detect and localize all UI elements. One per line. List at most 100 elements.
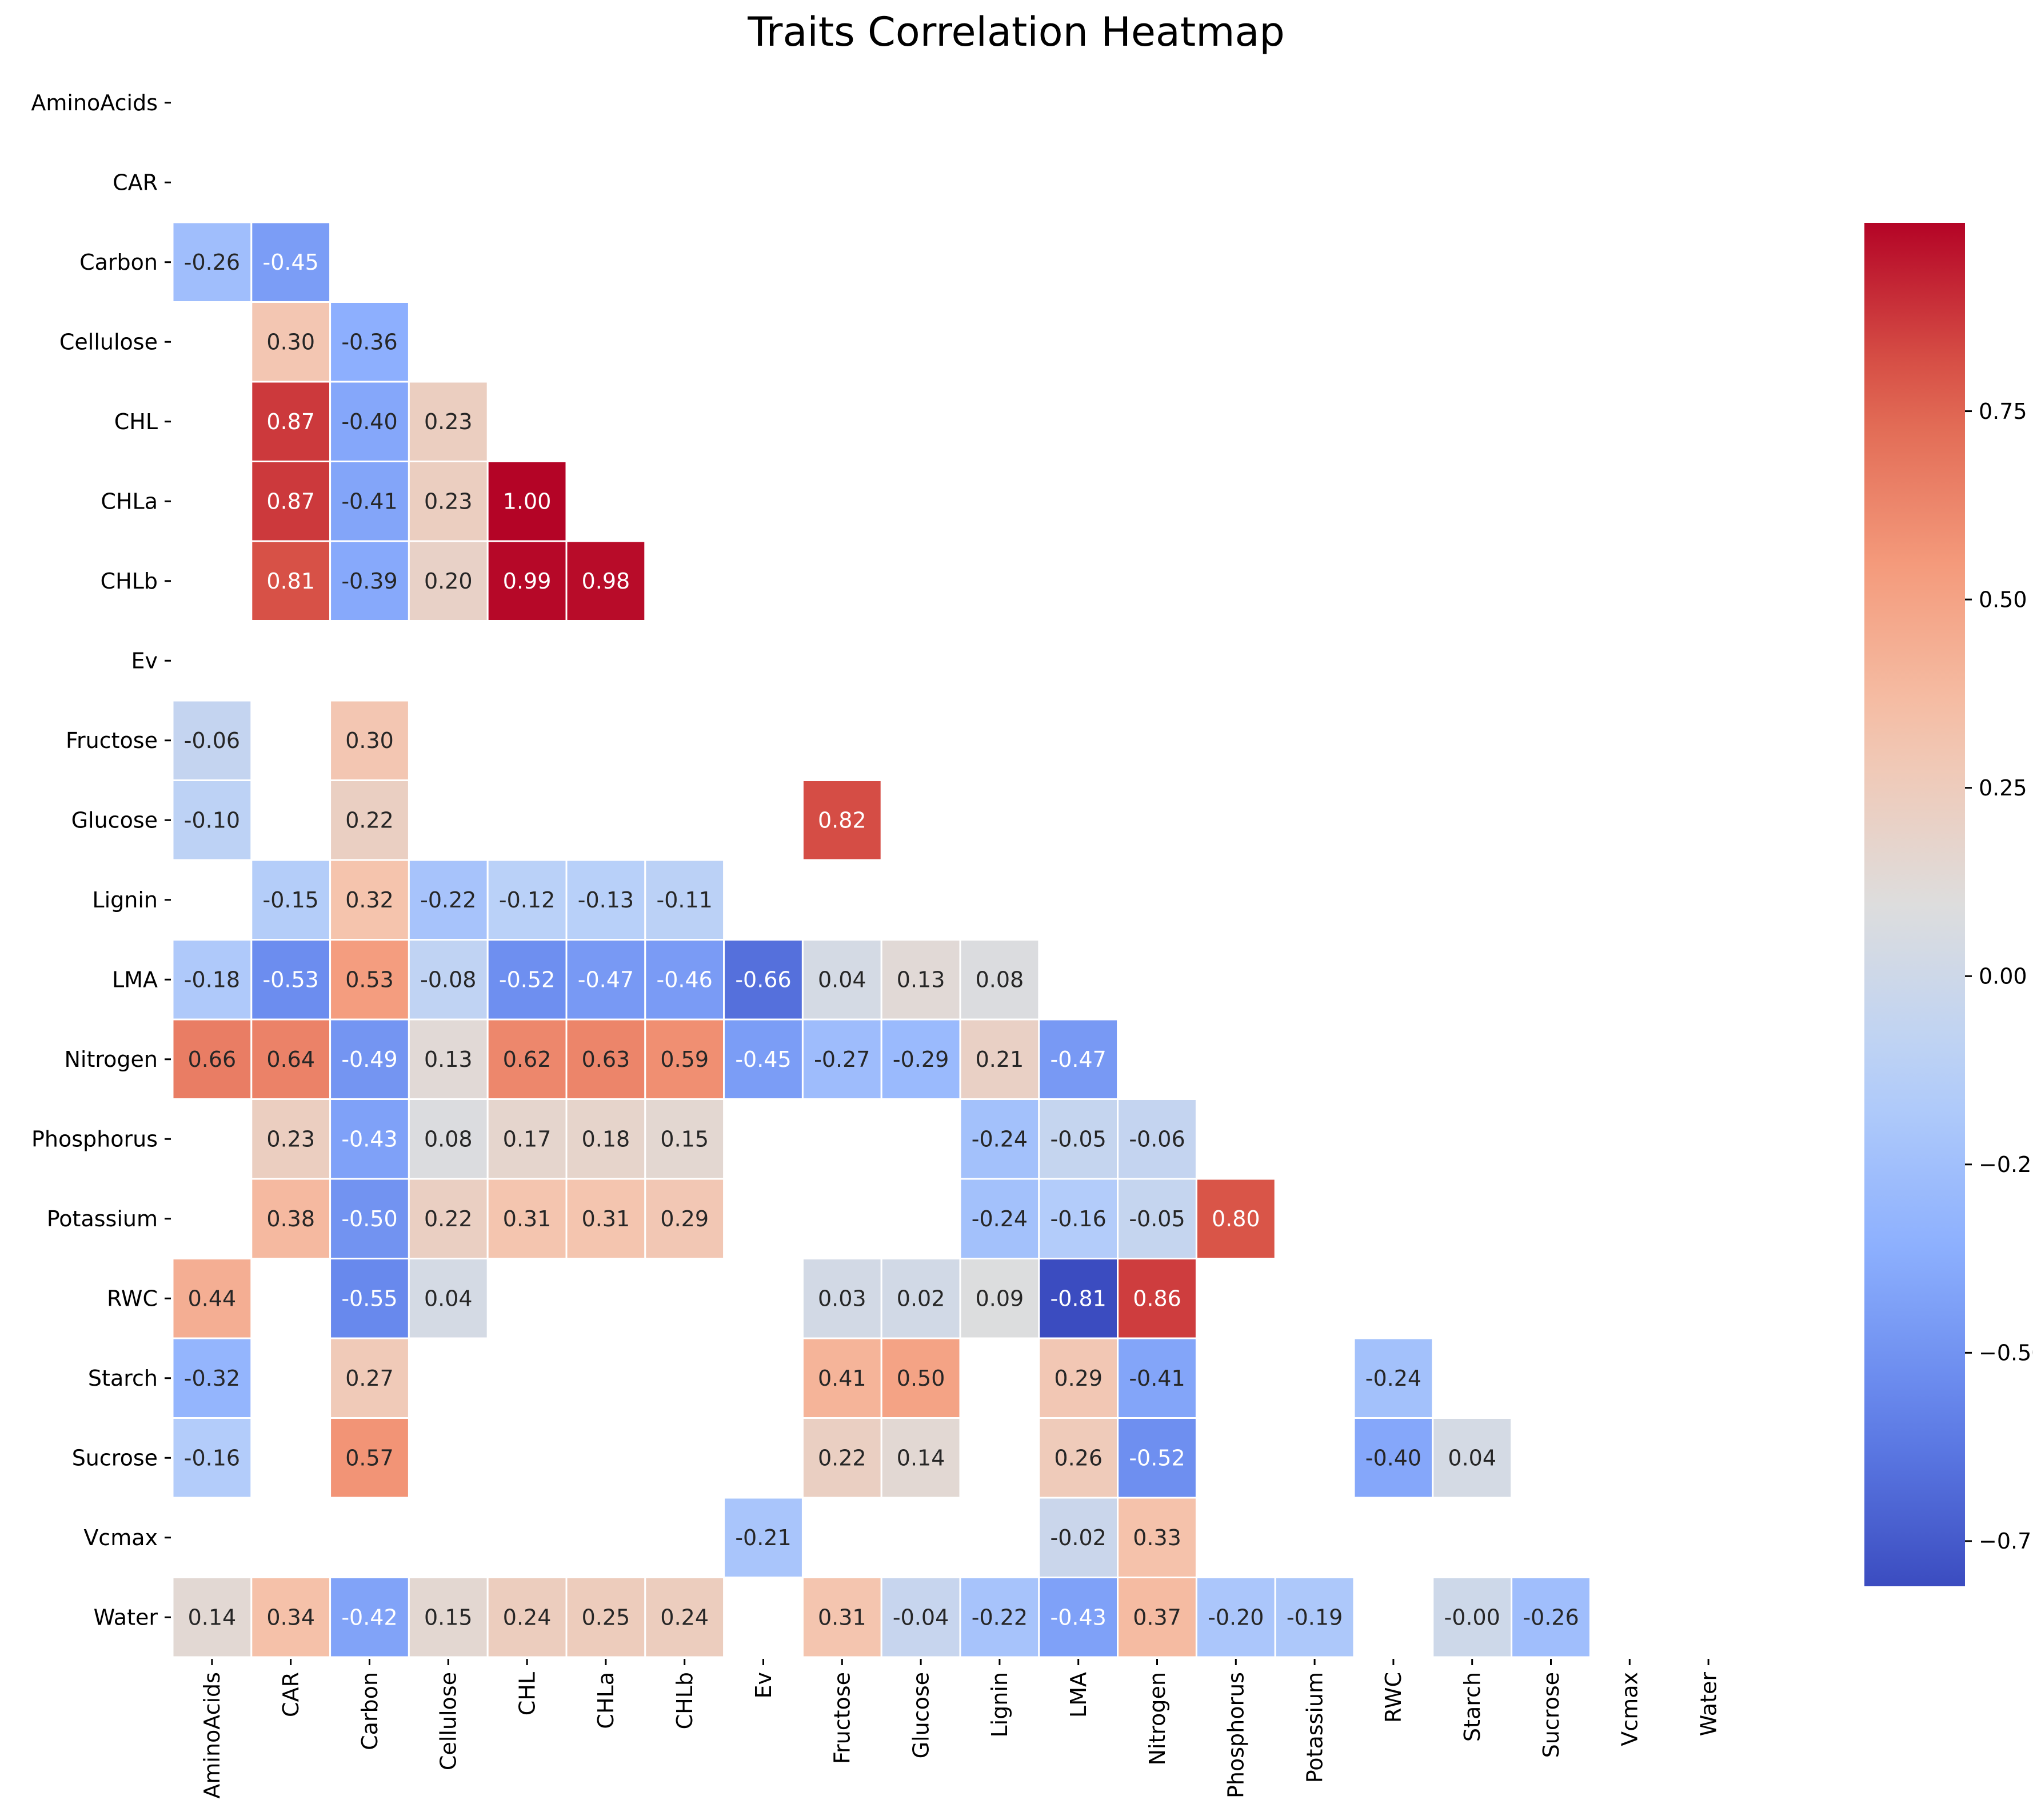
cell-value-label: 0.31 (503, 1206, 552, 1231)
y-tick-label-chla: CHLa (101, 489, 158, 514)
cell-value-label: 0.31 (818, 1605, 866, 1630)
cell-value-label: 0.50 (897, 1366, 945, 1391)
cell-value-label: 0.30 (266, 330, 315, 355)
x-tick-label-lignin: Lignin (987, 1672, 1012, 1738)
heatmap-cell (1117, 1337, 1197, 1419)
cell-value-label: 0.21 (976, 1047, 1024, 1072)
cell-value-label: -0.81 (1051, 1286, 1107, 1311)
heatmap-cell (723, 1497, 804, 1578)
heatmap-cell (329, 779, 410, 861)
y-tick-label-carbon: Carbon (79, 250, 158, 275)
heatmap-cell (250, 540, 331, 622)
cell-value-label: -0.45 (735, 1047, 791, 1072)
cell-value-label: -0.41 (1129, 1366, 1185, 1391)
cell-value-label: 0.22 (345, 808, 394, 833)
cell-value-label: 0.04 (818, 967, 866, 993)
x-tick-label-sucrose: Sucrose (1539, 1672, 1564, 1758)
y-tick-label-car: CAR (113, 170, 158, 195)
y-tick-label-ev: Ev (131, 649, 158, 674)
heatmap-cell (329, 699, 410, 781)
cell-value-label: 0.22 (818, 1446, 866, 1471)
cell-value-label: 0.17 (503, 1127, 552, 1152)
heatmap-cell (801, 1417, 882, 1499)
cell-value-label: 0.57 (345, 1446, 394, 1471)
heatmap-cell (408, 461, 489, 542)
cell-value-label: 0.15 (660, 1127, 709, 1152)
cell-value-label: -0.16 (1051, 1206, 1107, 1231)
heatmap-cell (329, 1018, 410, 1100)
cell-value-label: -0.05 (1051, 1127, 1107, 1152)
cell-value-label: 0.15 (424, 1605, 473, 1630)
heatmap-cell (565, 540, 646, 622)
cell-value-label: 0.02 (897, 1286, 945, 1311)
cell-value-label: -0.36 (341, 330, 397, 355)
heatmap-cell (644, 1178, 725, 1259)
heatmap-cell (1511, 1577, 1591, 1658)
cell-value-label: 0.32 (345, 887, 394, 913)
cell-value-label: 0.86 (1133, 1286, 1181, 1311)
y-tick-label-fructose: Fructose (66, 728, 158, 753)
heatmap-cell (1038, 1098, 1119, 1180)
heatmap-cells (171, 221, 1591, 1658)
heatmap-cell (801, 1258, 882, 1339)
cell-value-label: -0.55 (341, 1286, 397, 1311)
heatmap-cell (880, 1417, 961, 1499)
heatmap-cell-labels: -0.26 -0.45 0.30 -0.36 0.87 -0.40 0.23 0.87 -0.4… (184, 250, 1579, 1630)
cell-value-label: 0.41 (818, 1366, 866, 1391)
cell-value-label: -0.47 (578, 967, 634, 993)
heatmap-cell (959, 939, 1040, 1021)
heatmap-cell (408, 1178, 489, 1259)
heatmap-cell (408, 381, 489, 462)
heatmap-cell (250, 301, 331, 383)
cell-value-label: 0.29 (1054, 1366, 1103, 1391)
heatmap-cell (801, 1337, 882, 1419)
heatmap-cell (329, 859, 410, 941)
cell-value-label: 0.33 (1133, 1525, 1181, 1550)
y-tick-label-starch: Starch (88, 1366, 158, 1391)
heatmap-cell (171, 221, 253, 303)
heatmap-cell (565, 1178, 646, 1259)
cell-value-label: -0.15 (263, 887, 319, 913)
heatmap-cell (565, 859, 646, 941)
cell-value-label: 0.24 (503, 1605, 552, 1630)
cell-value-label: 0.08 (976, 967, 1024, 993)
cell-value-label: -0.18 (184, 967, 240, 993)
cell-value-label: 0.64 (266, 1047, 315, 1072)
cell-value-label: 0.08 (424, 1127, 473, 1152)
cell-value-label: -0.24 (972, 1127, 1028, 1152)
y-tick-label-cellulose: Cellulose (59, 330, 158, 355)
x-axis: AminoAcids CAR Carbon Cellulose CHL CHLa CHLb E… (199, 1659, 1721, 1799)
cell-value-label: 0.31 (582, 1206, 630, 1231)
colorbar: −0.75 −0.50 −0.25 0.00 0.25 0.50 0.75 (1864, 223, 2033, 1586)
heatmap-cell (1038, 1258, 1119, 1339)
heatmap-cell (250, 939, 331, 1021)
heatmap-cell (171, 1258, 253, 1339)
heatmap-cell (329, 540, 410, 622)
heatmap-cell (250, 1178, 331, 1259)
cell-value-label: -0.19 (1287, 1605, 1343, 1630)
cell-value-label: 0.87 (266, 489, 315, 514)
heatmap-cell (801, 1577, 882, 1658)
x-tick-label-nitrogen: Nitrogen (1145, 1672, 1170, 1766)
heatmap-cell (1195, 1577, 1276, 1658)
cell-value-label: -0.27 (814, 1047, 870, 1072)
heatmap-cell (486, 1098, 568, 1180)
cell-value-label: 0.27 (345, 1366, 394, 1391)
cell-value-label: 0.82 (818, 808, 866, 833)
colorbar-tick-label: −0.75 (1979, 1529, 2033, 1554)
colorbar-tick-label: −0.50 (1979, 1341, 2033, 1366)
heatmap-cell (486, 859, 568, 941)
y-tick-label-potassium: Potassium (47, 1206, 158, 1231)
heatmap-cell (171, 1337, 253, 1419)
cell-value-label: 0.59 (660, 1047, 709, 1072)
cell-value-label: 0.63 (582, 1047, 630, 1072)
cell-value-label: -0.00 (1444, 1605, 1500, 1630)
cell-value-label: 0.53 (345, 967, 394, 993)
heatmap-cell (171, 1417, 253, 1499)
heatmap-cell (329, 1337, 410, 1419)
cell-value-label: 0.87 (266, 409, 315, 434)
cell-value-label: -0.10 (184, 808, 240, 833)
cell-value-label: 0.23 (266, 1127, 315, 1152)
heatmap-cell (486, 1577, 568, 1658)
cell-value-label: -0.12 (499, 887, 555, 913)
